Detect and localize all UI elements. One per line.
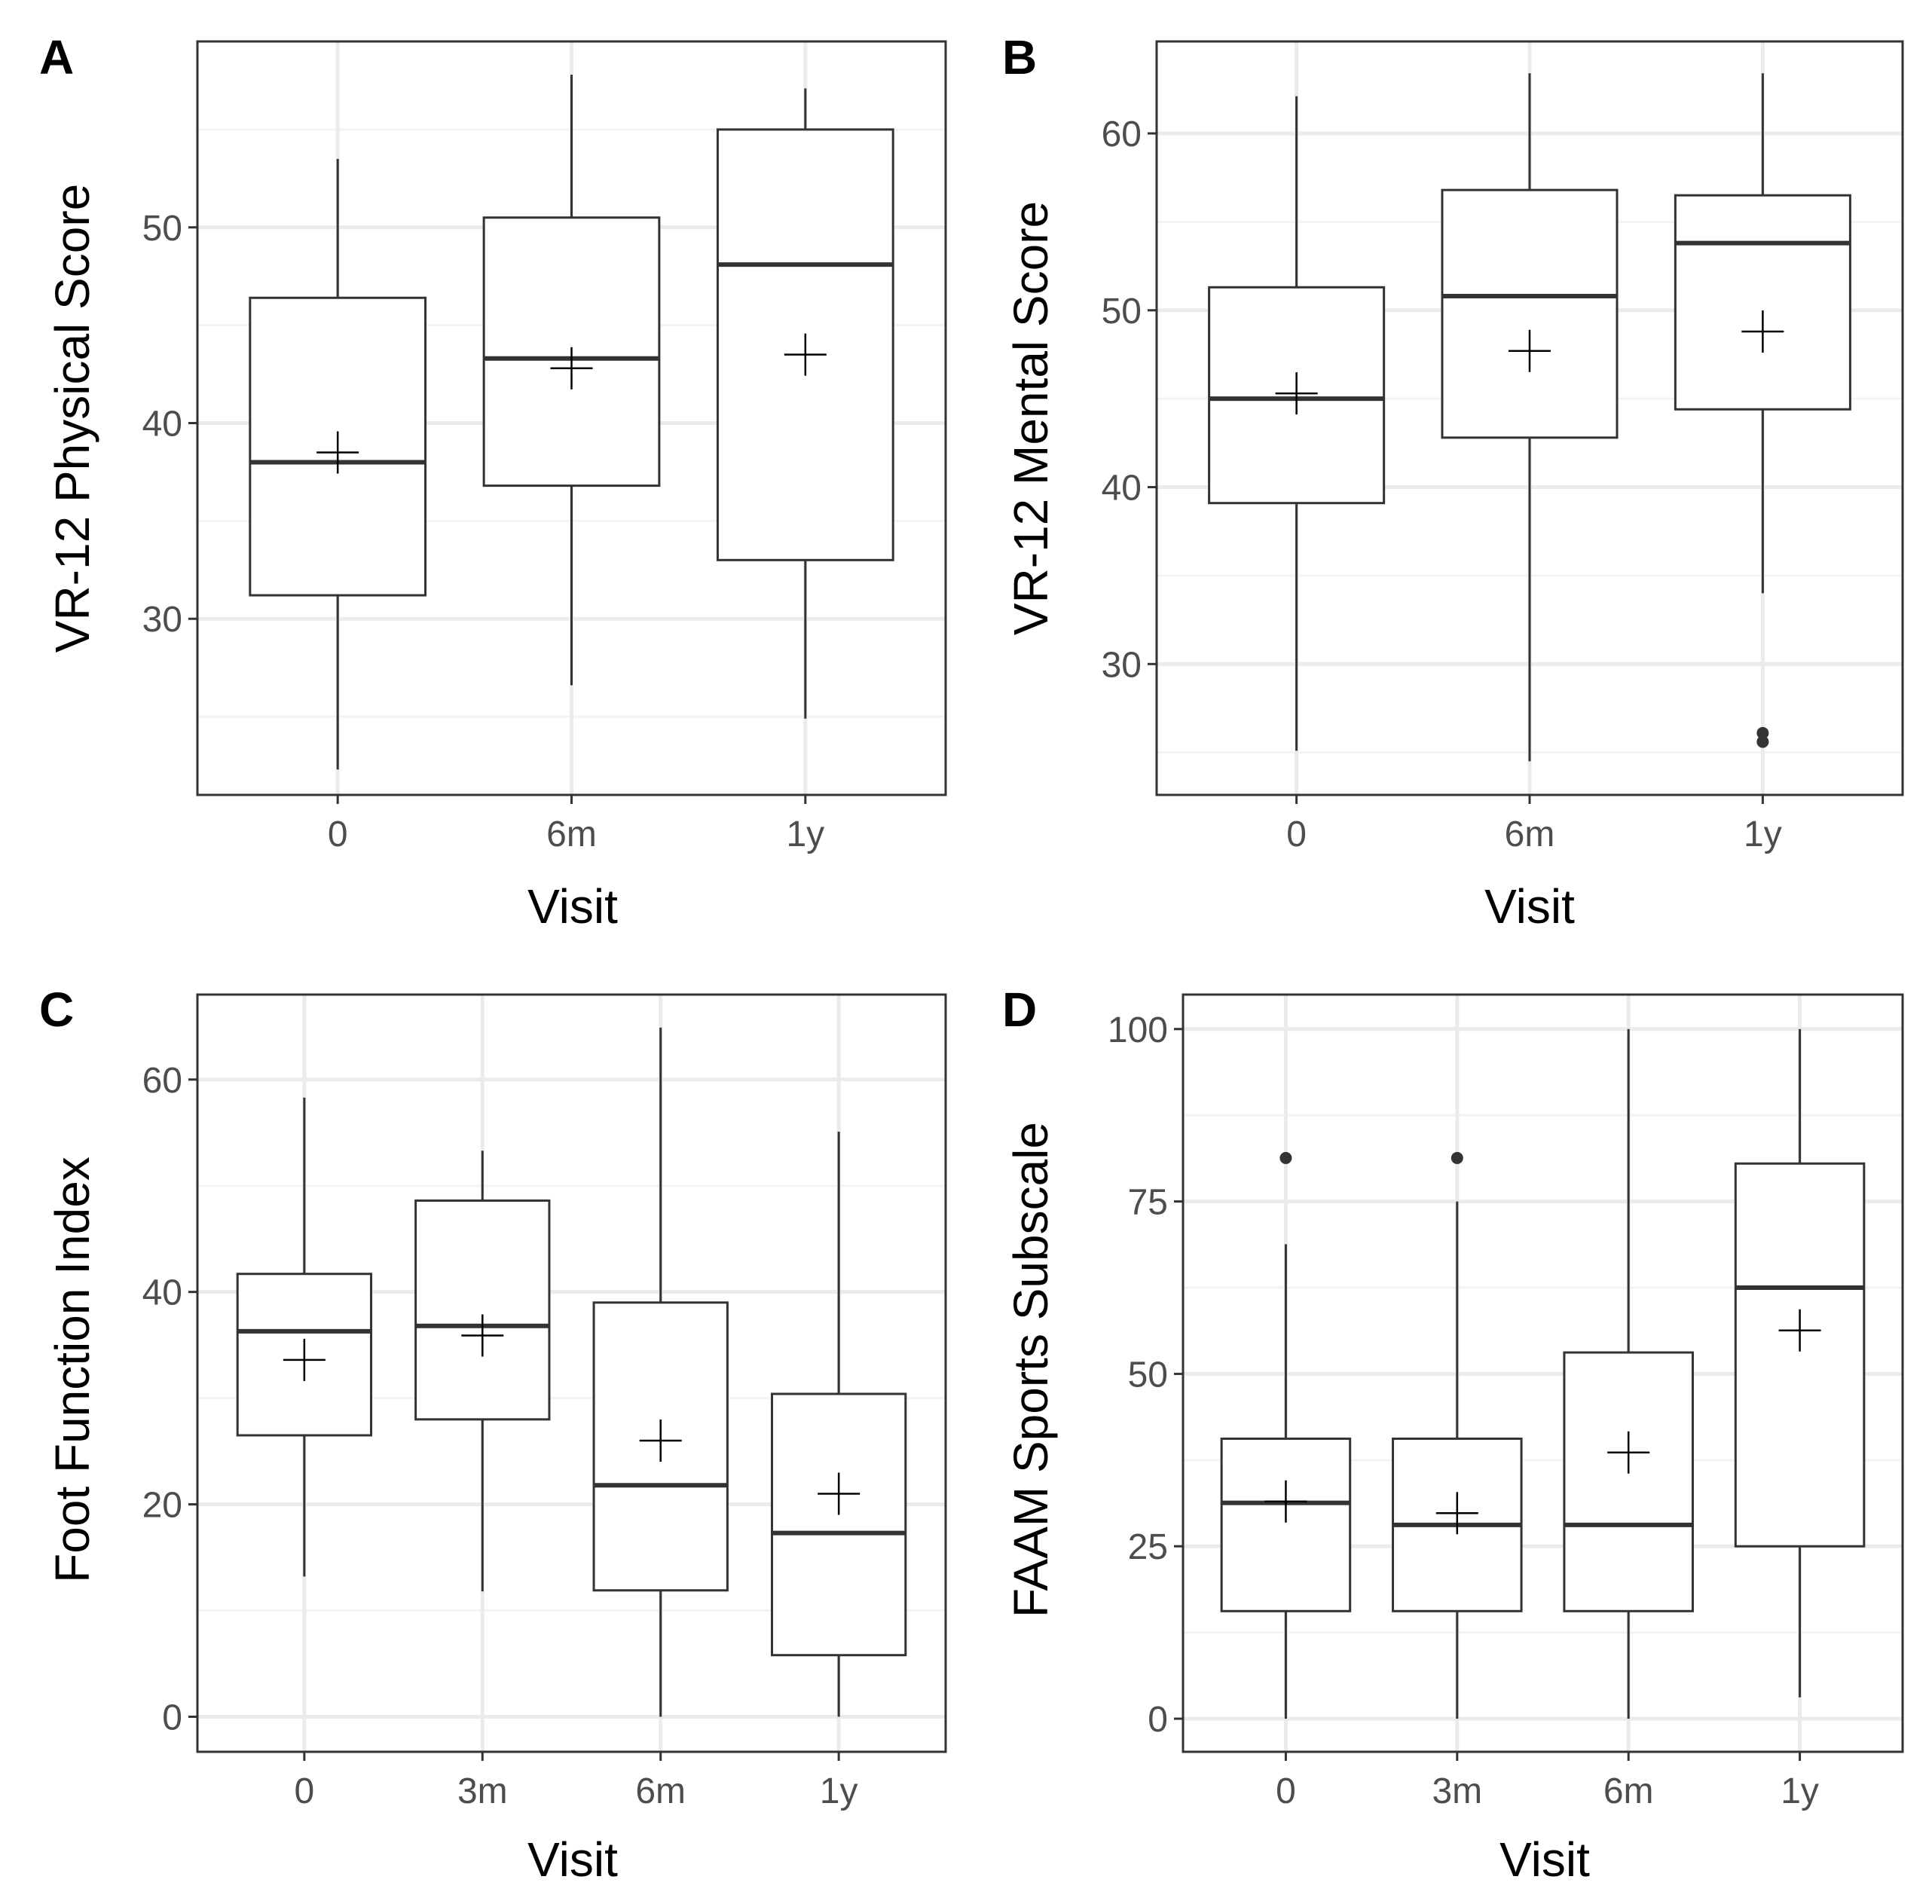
- panel-a-mean-marker: [550, 347, 593, 390]
- panel-d-box: [1734, 1162, 1866, 1548]
- panel-a-plot-area: 0 6m 1y 30 40 50: [142, 40, 947, 854]
- panel-d-y-tick-label: 0: [1148, 1700, 1168, 1740]
- panel-b-y-axis-title: VR-12 Mental Score: [1004, 201, 1058, 635]
- panel-b: B Visit VR-12 Mental Score 0 6m 1y 30 40 50 60: [1002, 30, 1904, 934]
- panel-b-letter: B: [1002, 30, 1037, 84]
- panel-a: A Visit VR-12 Physical Score 0 6m 1y 30 40 50: [39, 30, 947, 934]
- panel-a-mean-marker: [784, 333, 827, 376]
- panel-a-panel-border: [196, 40, 947, 796]
- panel-b-mean-marker: [1509, 329, 1551, 372]
- panel-a-letter: A: [39, 30, 74, 84]
- panel-c-x-tick-label: 3m: [457, 1771, 508, 1811]
- panel-b-outlier-point: [1756, 735, 1769, 748]
- panel-a-x-tick-label: 1y: [786, 814, 824, 854]
- panel-d-outlier-point: [1279, 1151, 1292, 1164]
- panel-d-y-tick-label: 75: [1128, 1183, 1168, 1223]
- panel-b-x-tick-label: 6m: [1505, 814, 1555, 854]
- panel-b-outlier-point: [1756, 726, 1769, 739]
- panel-c-x-axis-title: Visit: [527, 1832, 618, 1887]
- panel-c-y-tick-label: 40: [142, 1273, 182, 1313]
- panel-d-box: [1220, 1437, 1352, 1612]
- panel-d-mean-marker: [1435, 1492, 1478, 1535]
- panel-b-plot-area: 0 6m 1y 30 40 50 60: [1102, 40, 1904, 854]
- panel-d-letter: D: [1002, 983, 1037, 1037]
- panel-c-y-tick-label: 20: [142, 1486, 182, 1526]
- panel-c-plot-area: 0 3m 6m 1y 0 20 40 60: [142, 993, 947, 1811]
- panel-c-x-tick-label: 0: [295, 1771, 315, 1811]
- panel-d-mean-marker: [1607, 1431, 1650, 1474]
- panel-a-y-tick-label: 40: [142, 404, 182, 444]
- panel-b-x-tick-label: 0: [1286, 814, 1307, 854]
- panel-c-x-tick-label: 1y: [820, 1771, 858, 1811]
- panel-d-panel-border: [1182, 993, 1904, 1753]
- panel-a-x-axis-title: Visit: [527, 879, 618, 934]
- panel-c-panel-border: [196, 993, 947, 1753]
- panel-c-y-tick-label: 0: [162, 1698, 182, 1737]
- panel-d-x-tick-label: 3m: [1432, 1771, 1482, 1811]
- panel-d-plot-area: 0 3m 6m 1y 0 25 50 75 100: [1108, 993, 1904, 1811]
- panel-b-box: [1674, 194, 1851, 411]
- panel-d-y-axis-title: FAAM Sports Subscale: [1004, 1122, 1058, 1618]
- panel-d-mean-marker: [1264, 1480, 1307, 1523]
- panel-c: C Visit Foot Function Index 0 3m 6m 1y 0 20 40…: [39, 983, 947, 1887]
- panel-d-y-tick-label: 100: [1108, 1010, 1168, 1050]
- panel-d-x-tick-label: 1y: [1781, 1771, 1819, 1811]
- panel-b-y-tick-label: 60: [1102, 115, 1142, 154]
- panel-d-y-tick-label: 50: [1128, 1355, 1168, 1395]
- panel-a-x-tick-label: 6m: [546, 814, 597, 854]
- panel-c-letter: C: [39, 983, 74, 1037]
- panel-a-y-axis-title: VR-12 Physical Score: [45, 184, 99, 652]
- panel-a-y-tick-label: 30: [142, 600, 182, 640]
- panel-d: D Visit FAAM Sports Subscale 0 3m 6m 1y 0 25 5…: [1002, 983, 1904, 1887]
- panel-d-y-tick-label: 25: [1128, 1527, 1168, 1567]
- panel-d-mean-marker: [1778, 1309, 1821, 1352]
- panel-c-box: [414, 1199, 551, 1421]
- panel-a-y-tick-label: 50: [142, 209, 182, 249]
- panel-b-y-tick-label: 50: [1102, 292, 1142, 332]
- panel-c-mean-marker: [818, 1472, 861, 1515]
- panel-c-x-tick-label: 6m: [635, 1771, 686, 1811]
- panel-c-mean-marker: [639, 1420, 682, 1462]
- panel-a-mean-marker: [316, 431, 359, 474]
- panel-d-outlier-point: [1451, 1151, 1463, 1164]
- panel-b-y-tick-label: 40: [1102, 469, 1142, 509]
- panel-b-panel-border: [1155, 40, 1904, 796]
- panel-c-y-axis-title: Foot Function Index: [45, 1157, 99, 1583]
- panel-c-mean-marker: [461, 1314, 504, 1357]
- panel-b-x-tick-label: 1y: [1744, 814, 1782, 854]
- panel-d-x-tick-label: 6m: [1603, 1771, 1654, 1811]
- panel-d-x-axis-title: Visit: [1499, 1832, 1590, 1887]
- panel-b-box: [1441, 188, 1619, 439]
- panel-c-y-tick-label: 60: [142, 1061, 182, 1101]
- panel-b-y-tick-label: 30: [1102, 645, 1142, 685]
- panel-c-box: [770, 1392, 907, 1657]
- panel-b-mean-marker: [1741, 310, 1784, 353]
- panel-b-x-axis-title: Visit: [1484, 879, 1575, 934]
- panel-c-mean-marker: [283, 1338, 326, 1381]
- panel-d-box: [1563, 1351, 1694, 1612]
- panel-a-x-tick-label: 0: [328, 814, 348, 854]
- panel-d-x-tick-label: 0: [1276, 1771, 1296, 1811]
- panel-b-mean-marker: [1275, 372, 1318, 415]
